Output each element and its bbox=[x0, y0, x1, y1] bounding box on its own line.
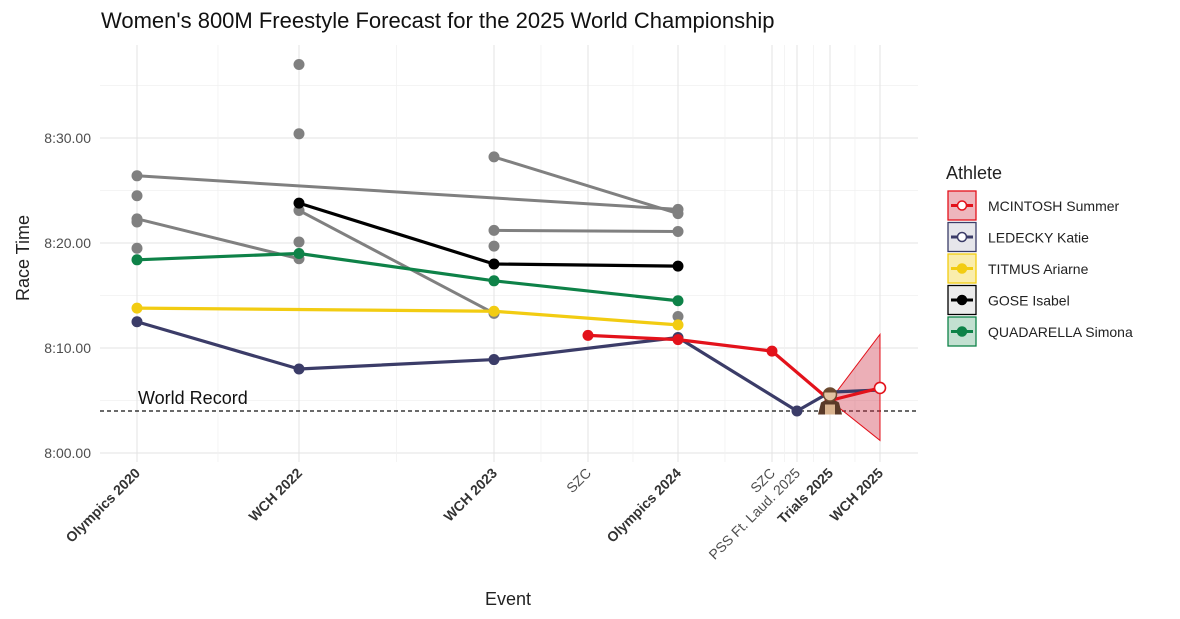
y-tick-label: 8:10.00 bbox=[44, 340, 91, 356]
x-tick-label: WCH 2022 bbox=[245, 465, 305, 525]
x-tick-label: Olympics 2024 bbox=[603, 465, 684, 546]
other-athlete-point bbox=[488, 224, 500, 236]
legend-item-titmus-ariarne: TITMUS Ariarne bbox=[947, 253, 1089, 284]
series-line bbox=[136, 320, 881, 413]
other-athlete-line bbox=[493, 155, 679, 216]
icon-hair bbox=[823, 388, 837, 393]
x-axis-ticks: Olympics 2020 WCH 2022 WCH 2023 SZC Olympics… bbox=[62, 465, 886, 563]
legend-label: TITMUS Ariarne bbox=[988, 261, 1089, 277]
other-athlete-line bbox=[136, 174, 679, 211]
other-athlete-line bbox=[298, 209, 495, 315]
series-point bbox=[672, 334, 684, 346]
series-point bbox=[672, 319, 684, 331]
legend-key-point bbox=[956, 200, 968, 211]
world-record-label: World Record bbox=[138, 388, 248, 408]
series-titmus-ariarne bbox=[131, 302, 684, 331]
series-point bbox=[791, 405, 803, 417]
legend: Athlete MCINTOSH Summer LEDECKY Katie TITM… bbox=[946, 163, 1133, 347]
other-athlete-point bbox=[131, 242, 143, 254]
y-axis-title: Race Time bbox=[13, 215, 33, 301]
y-tick-label: 8:30.00 bbox=[44, 130, 91, 146]
series-point bbox=[873, 381, 887, 395]
series-point bbox=[488, 258, 500, 270]
other-athlete-point bbox=[488, 151, 500, 163]
series-point bbox=[293, 197, 305, 209]
series-point bbox=[293, 363, 305, 375]
legend-key-point bbox=[956, 326, 968, 337]
legend-key-point bbox=[956, 294, 968, 306]
other-athlete-point bbox=[488, 240, 500, 252]
x-tick-label: Olympics 2020 bbox=[62, 465, 143, 546]
legend-label: MCINTOSH Summer bbox=[988, 198, 1120, 214]
other-athlete-point bbox=[293, 236, 305, 248]
legend-label: LEDECKY Katie bbox=[988, 230, 1089, 246]
series-line bbox=[136, 251, 679, 303]
other-athlete-point bbox=[293, 128, 305, 140]
other-athlete-line bbox=[136, 217, 300, 261]
other-athlete-point bbox=[131, 216, 143, 228]
legend-item-quadarella-simona: QUADARELLA Simona bbox=[947, 316, 1133, 347]
x-tick-label: WCH 2025 bbox=[826, 465, 886, 525]
swimmer-photo-icon bbox=[818, 387, 842, 415]
legend-item-mcintosh-summer: MCINTOSH Summer bbox=[947, 190, 1120, 221]
series-point bbox=[766, 345, 778, 357]
other-athlete-point bbox=[131, 170, 143, 182]
x-tick-label: SZC bbox=[563, 465, 594, 496]
legend-key-point bbox=[956, 231, 968, 243]
series-line bbox=[298, 201, 679, 268]
legend-label: QUADARELLA Simona bbox=[988, 324, 1133, 340]
series-point bbox=[131, 254, 143, 266]
series-point bbox=[582, 329, 594, 341]
world-record-line: World Record bbox=[100, 388, 918, 412]
series-point bbox=[488, 354, 500, 366]
legend-item-ledecky-katie: LEDECKY Katie bbox=[947, 221, 1089, 253]
y-axis-ticks: 8:00.00 8:10.00 8:20.00 8:30.00 bbox=[44, 130, 91, 461]
other-athlete-point bbox=[672, 311, 684, 322]
x-tick-label: WCH 2023 bbox=[440, 465, 500, 525]
series-point bbox=[672, 295, 684, 307]
legend-title: Athlete bbox=[946, 163, 1002, 183]
chart-title: Women's 800M Freestyle Forecast for the … bbox=[101, 8, 774, 33]
series-point bbox=[672, 260, 684, 272]
series-point bbox=[131, 302, 143, 314]
legend-label: GOSE Isabel bbox=[988, 293, 1070, 309]
other-athlete-point bbox=[672, 225, 684, 237]
series-point bbox=[131, 316, 143, 328]
series-quadarella-simona bbox=[131, 248, 684, 307]
y-tick-label: 8:00.00 bbox=[44, 445, 91, 461]
y-tick-label: 8:20.00 bbox=[44, 235, 91, 251]
series-gose-isabel bbox=[293, 197, 684, 272]
legend-key-point bbox=[956, 263, 968, 274]
other-athlete-point bbox=[672, 208, 684, 220]
x-axis-title: Event bbox=[485, 589, 531, 609]
series-point bbox=[488, 305, 500, 317]
series-point bbox=[293, 248, 305, 259]
series-point bbox=[488, 275, 500, 287]
other-athlete-point bbox=[131, 190, 143, 202]
other-athlete-point bbox=[293, 59, 305, 70]
icon-torso bbox=[825, 404, 835, 415]
other-athlete-line bbox=[493, 228, 679, 233]
legend-item-gose-isabel: GOSE Isabel bbox=[947, 284, 1070, 316]
